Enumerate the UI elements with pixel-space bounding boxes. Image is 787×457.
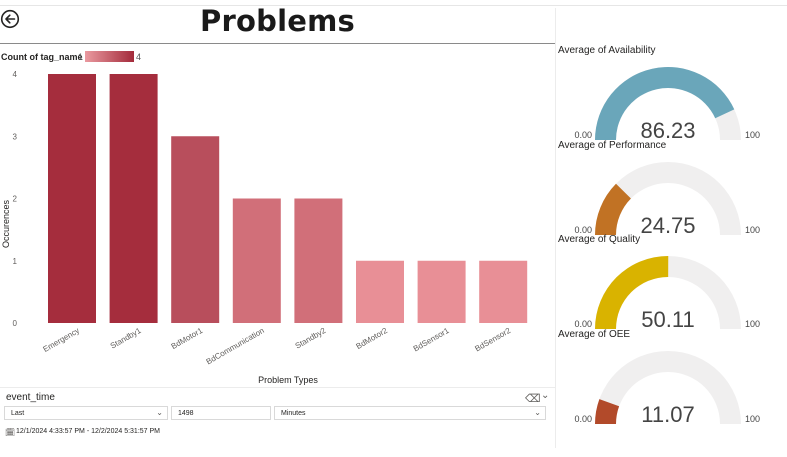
- gauge-fill[interactable]: [595, 399, 620, 424]
- x-tick-label: BdMotor2: [354, 326, 389, 351]
- y-tick-label: 3: [13, 132, 18, 141]
- x-tick-label: Emergency: [41, 326, 81, 354]
- amount-input[interactable]: 1498: [171, 406, 271, 420]
- gauge-max: 100: [745, 319, 760, 329]
- x-tick-label: BdMotor1: [170, 326, 205, 351]
- gauge-title: Average of Availability: [558, 45, 656, 56]
- gauge-value: 86.23: [640, 118, 695, 143]
- period-select[interactable]: Last ⌄: [4, 406, 168, 420]
- bar-emergency[interactable]: [48, 74, 96, 323]
- gauge-max: 100: [745, 225, 760, 235]
- bar-bdmotor1[interactable]: [171, 136, 220, 323]
- gauge-fill[interactable]: [595, 256, 669, 329]
- slicer-title: event_time: [6, 392, 55, 403]
- gauge-min: 0.00: [574, 414, 592, 424]
- gauge-3: 50.11 0.00 100: [574, 256, 760, 332]
- date-range: 12/1/2024 4:33:57 PM - 12/2/2024 5:31:57…: [16, 428, 160, 435]
- y-tick-label: 1: [13, 257, 18, 266]
- gauge-value: 50.11: [641, 307, 694, 332]
- bar-bdsensor2[interactable]: [479, 260, 528, 323]
- gauge-track: [595, 351, 741, 424]
- x-tick-label: BdSensor1: [412, 326, 451, 354]
- x-axis-title: Problem Types: [258, 375, 318, 385]
- gauge-title: Average of Performance: [558, 140, 667, 151]
- gauge-min: 0.00: [574, 319, 592, 329]
- x-tick-label: Standby1: [109, 326, 143, 351]
- page-title: Problems: [200, 4, 355, 38]
- gauge-fill[interactable]: [595, 66, 735, 140]
- bar-bdcommunication[interactable]: [232, 198, 281, 324]
- eraser-icon[interactable]: ⌫: [525, 393, 541, 405]
- y-tick-label: 0: [13, 319, 18, 328]
- back-arrow-icon[interactable]: [0, 9, 20, 29]
- legend-min: 1: [78, 52, 84, 62]
- bar-bdmotor2[interactable]: [356, 260, 404, 323]
- gauge-max: 100: [745, 130, 760, 140]
- title-divider: [0, 43, 555, 44]
- bar-standby2[interactable]: [294, 198, 343, 324]
- x-tick-label: Standby2: [294, 326, 328, 351]
- gauge-min: 0.00: [574, 130, 592, 140]
- chevron-down-icon[interactable]: ⌄: [541, 390, 550, 401]
- gauge-fill[interactable]: [595, 183, 631, 235]
- gauge-title: Average of OEE: [558, 329, 631, 340]
- unit-select[interactable]: Minutes ⌄: [274, 406, 546, 420]
- gauge-1: 86.23 0.00 100: [574, 66, 760, 143]
- chevron-down-icon: ⌄: [534, 408, 541, 417]
- y-tick-label: 2: [13, 195, 18, 204]
- x-tick-label: BdCommunication: [205, 326, 266, 366]
- top-border: [0, 5, 787, 6]
- chart-divider: [0, 387, 555, 388]
- amount-value: 1498: [178, 410, 194, 417]
- gauge-title: Average of Quality: [558, 234, 641, 245]
- gauge-track: [595, 162, 741, 235]
- legend-max: 4: [136, 52, 142, 62]
- bar-standby1[interactable]: [109, 74, 158, 323]
- gauge-2: 24.75 0.00 100: [574, 162, 760, 238]
- period-value: Last: [11, 410, 25, 417]
- problems-bar-chart: 0 1 2 3 4 Emergency Standby1 BdMotor1 BdCommuni…: [1, 70, 528, 385]
- panel-divider: [555, 8, 556, 448]
- legend-label: Count of tag_name: [1, 52, 83, 62]
- y-axis-title: Occurences: [1, 199, 11, 248]
- gauge-value: 11.07: [641, 402, 694, 427]
- chevron-down-icon: ⌄: [156, 408, 163, 417]
- gauge-min: 0.00: [574, 225, 592, 235]
- unit-value: Minutes: [281, 410, 306, 417]
- x-tick-label: BdSensor2: [473, 326, 512, 354]
- gauge-4: 11.07 0.00 100: [574, 351, 760, 427]
- y-tick-label: 4: [13, 70, 18, 79]
- gauge-value: 24.75: [640, 213, 695, 238]
- calendar-icon: 🗓: [5, 428, 16, 437]
- bar-bdsensor1[interactable]: [417, 260, 466, 323]
- gauge-max: 100: [745, 414, 760, 424]
- legend-gradient: [85, 51, 134, 62]
